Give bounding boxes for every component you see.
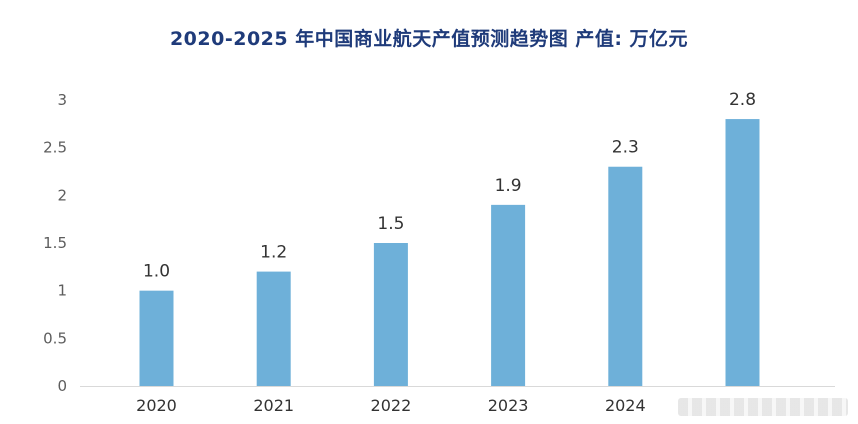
y-axis: 0 0.5 1 1.5 2 2.5 3 bbox=[43, 91, 67, 395]
bar-2024 bbox=[608, 166, 643, 386]
data-label-2025: 2.8 bbox=[729, 90, 756, 110]
bar-2021 bbox=[256, 271, 291, 386]
data-labels: 1.0 1.2 1.5 1.9 2.3 2.8 bbox=[143, 90, 756, 282]
x-tick-label: 2023 bbox=[488, 396, 529, 415]
data-label-2023: 1.9 bbox=[495, 176, 522, 196]
bar-2022 bbox=[373, 243, 408, 386]
bar-2023 bbox=[491, 204, 526, 386]
x-tick-label: 2022 bbox=[371, 396, 412, 415]
y-tick-label: 2.5 bbox=[43, 139, 67, 157]
data-label-2020: 1.0 bbox=[143, 262, 170, 282]
data-label-2022: 1.5 bbox=[377, 214, 404, 234]
data-label-2021: 1.2 bbox=[260, 243, 287, 263]
x-tick-label: 2024 bbox=[605, 396, 646, 415]
watermark-logo bbox=[678, 398, 848, 416]
data-label-2024: 2.3 bbox=[612, 138, 639, 158]
y-tick-label: 3 bbox=[57, 91, 67, 109]
y-tick-label: 1.5 bbox=[43, 234, 67, 252]
bar-series bbox=[139, 119, 760, 387]
y-tick-label: 1 bbox=[57, 282, 67, 300]
x-tick-label: 2021 bbox=[253, 396, 294, 415]
y-tick-label: 0 bbox=[57, 377, 67, 395]
x-tick-label: 2020 bbox=[136, 396, 177, 415]
x-axis: 2020 2021 2022 2023 2024 bbox=[136, 396, 646, 415]
chart-title: 2020-2025 年中国商业航天产值预测趋势图 产值: 万亿元 bbox=[169, 28, 689, 50]
y-tick-label: 0.5 bbox=[43, 329, 67, 347]
y-tick-label: 2 bbox=[57, 186, 67, 204]
bar-2020 bbox=[139, 290, 174, 386]
bar-2025 bbox=[725, 119, 760, 387]
